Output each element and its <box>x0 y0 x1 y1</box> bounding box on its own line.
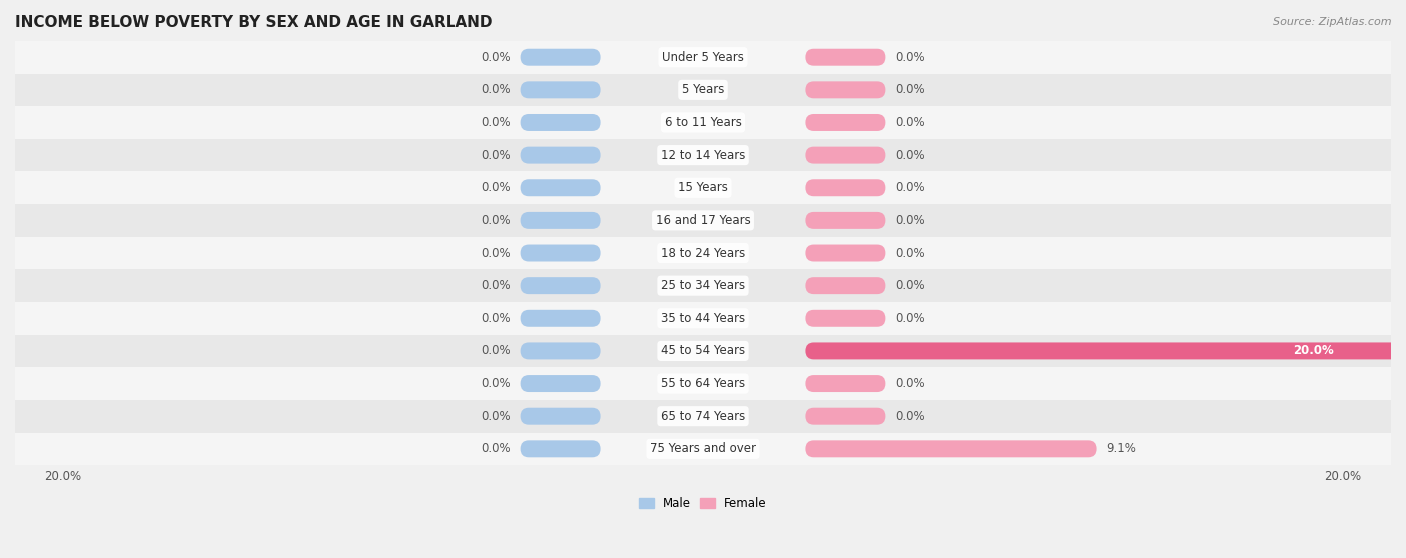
Bar <box>0 270 1406 302</box>
FancyBboxPatch shape <box>520 375 600 392</box>
Text: 0.0%: 0.0% <box>481 116 510 129</box>
FancyBboxPatch shape <box>520 408 600 425</box>
Text: 0.0%: 0.0% <box>896 279 925 292</box>
Text: 16 and 17 Years: 16 and 17 Years <box>655 214 751 227</box>
Text: 0.0%: 0.0% <box>481 312 510 325</box>
Text: 0.0%: 0.0% <box>481 148 510 162</box>
FancyBboxPatch shape <box>806 147 886 163</box>
Text: 0.0%: 0.0% <box>896 116 925 129</box>
Text: 12 to 14 Years: 12 to 14 Years <box>661 148 745 162</box>
Text: 0.0%: 0.0% <box>481 442 510 455</box>
FancyBboxPatch shape <box>806 343 1406 359</box>
FancyBboxPatch shape <box>520 440 600 458</box>
Text: 0.0%: 0.0% <box>896 148 925 162</box>
Text: 25 to 34 Years: 25 to 34 Years <box>661 279 745 292</box>
FancyBboxPatch shape <box>520 147 600 163</box>
FancyBboxPatch shape <box>520 277 600 294</box>
FancyBboxPatch shape <box>520 244 600 262</box>
FancyBboxPatch shape <box>520 343 600 359</box>
Bar <box>0 335 1406 367</box>
FancyBboxPatch shape <box>806 440 1097 458</box>
Text: INCOME BELOW POVERTY BY SEX AND AGE IN GARLAND: INCOME BELOW POVERTY BY SEX AND AGE IN G… <box>15 15 492 30</box>
Text: 0.0%: 0.0% <box>481 214 510 227</box>
Bar <box>0 139 1406 171</box>
Bar <box>0 106 1406 139</box>
Text: 35 to 44 Years: 35 to 44 Years <box>661 312 745 325</box>
FancyBboxPatch shape <box>806 81 886 98</box>
Bar <box>0 400 1406 432</box>
Text: 15 Years: 15 Years <box>678 181 728 194</box>
Text: 0.0%: 0.0% <box>481 410 510 423</box>
Text: 55 to 64 Years: 55 to 64 Years <box>661 377 745 390</box>
FancyBboxPatch shape <box>806 49 886 66</box>
Bar <box>0 204 1406 237</box>
Text: 0.0%: 0.0% <box>481 377 510 390</box>
FancyBboxPatch shape <box>806 212 886 229</box>
Text: 0.0%: 0.0% <box>481 83 510 97</box>
Bar <box>0 41 1406 74</box>
Text: 0.0%: 0.0% <box>896 377 925 390</box>
FancyBboxPatch shape <box>520 81 600 98</box>
Bar <box>0 367 1406 400</box>
Legend: Male, Female: Male, Female <box>634 492 772 514</box>
FancyBboxPatch shape <box>520 310 600 327</box>
FancyBboxPatch shape <box>520 212 600 229</box>
Bar <box>0 74 1406 106</box>
Bar <box>0 432 1406 465</box>
FancyBboxPatch shape <box>520 179 600 196</box>
Text: Source: ZipAtlas.com: Source: ZipAtlas.com <box>1274 17 1392 27</box>
FancyBboxPatch shape <box>806 310 886 327</box>
Text: 0.0%: 0.0% <box>896 181 925 194</box>
FancyBboxPatch shape <box>806 179 886 196</box>
Text: 6 to 11 Years: 6 to 11 Years <box>665 116 741 129</box>
Bar <box>0 171 1406 204</box>
Text: Under 5 Years: Under 5 Years <box>662 51 744 64</box>
FancyBboxPatch shape <box>520 49 600 66</box>
Text: 0.0%: 0.0% <box>896 312 925 325</box>
FancyBboxPatch shape <box>806 277 886 294</box>
Text: 0.0%: 0.0% <box>896 214 925 227</box>
Text: 0.0%: 0.0% <box>896 83 925 97</box>
Text: 0.0%: 0.0% <box>896 51 925 64</box>
Text: 5 Years: 5 Years <box>682 83 724 97</box>
FancyBboxPatch shape <box>520 114 600 131</box>
FancyBboxPatch shape <box>806 114 886 131</box>
Text: 18 to 24 Years: 18 to 24 Years <box>661 247 745 259</box>
Text: 0.0%: 0.0% <box>481 279 510 292</box>
Text: 9.1%: 9.1% <box>1107 442 1136 455</box>
Text: 75 Years and over: 75 Years and over <box>650 442 756 455</box>
Text: 45 to 54 Years: 45 to 54 Years <box>661 344 745 358</box>
Text: 0.0%: 0.0% <box>481 51 510 64</box>
Text: 0.0%: 0.0% <box>481 181 510 194</box>
Bar <box>0 237 1406 270</box>
Text: 0.0%: 0.0% <box>896 410 925 423</box>
FancyBboxPatch shape <box>806 375 886 392</box>
Text: 20.0%: 20.0% <box>1292 344 1333 358</box>
Text: 0.0%: 0.0% <box>481 344 510 358</box>
Text: 0.0%: 0.0% <box>481 247 510 259</box>
Text: 65 to 74 Years: 65 to 74 Years <box>661 410 745 423</box>
FancyBboxPatch shape <box>806 244 886 262</box>
FancyBboxPatch shape <box>806 408 886 425</box>
Text: 0.0%: 0.0% <box>896 247 925 259</box>
Bar <box>0 302 1406 335</box>
